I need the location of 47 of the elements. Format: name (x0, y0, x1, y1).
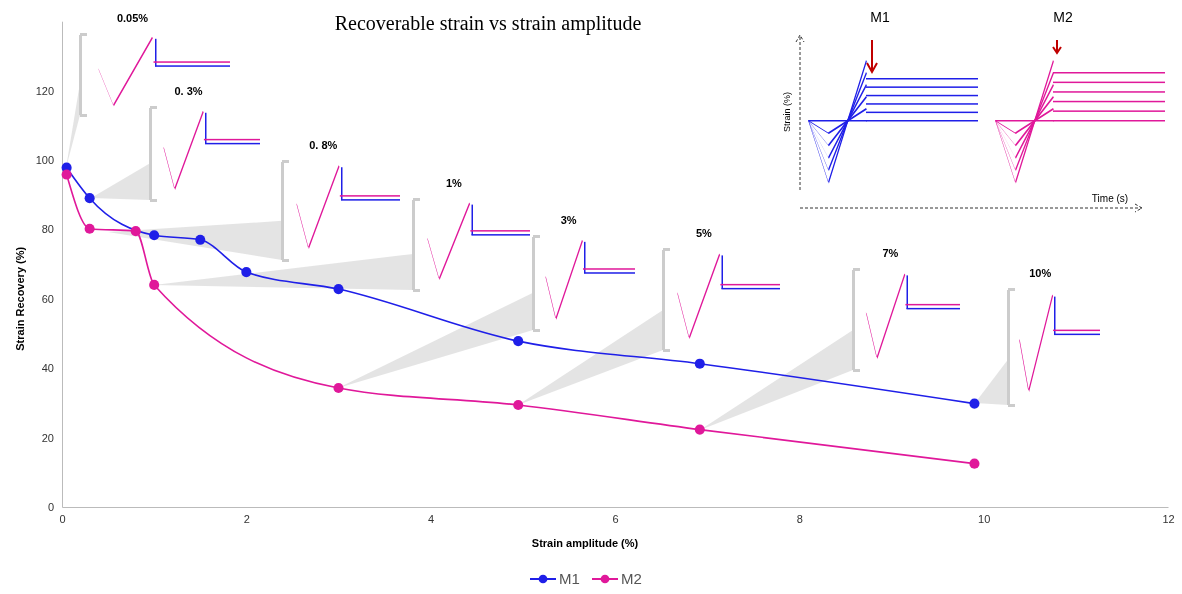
y-tick-label: 80 (41, 223, 54, 236)
point (61, 169, 72, 180)
x-tick-label: 10 (978, 512, 991, 525)
annotation: Strain (%) (782, 91, 792, 133)
legend-label: M1 (559, 570, 580, 587)
annotation: 3% (560, 214, 577, 226)
annotation: 1% (446, 177, 463, 189)
annotation: 0.05% (116, 12, 149, 24)
y-tick-label: 100 (35, 154, 54, 167)
x-tick-label: 4 (428, 512, 435, 525)
annotation: 0. 8% (309, 139, 338, 151)
point (694, 358, 705, 369)
y-axis-title: Strain Recovery (%) (14, 246, 26, 351)
y-tick-label: 20 (41, 431, 54, 444)
x-tick-label: 0 (59, 512, 66, 525)
annotation: 10% (1029, 267, 1052, 279)
point (84, 223, 95, 234)
point (513, 399, 524, 411)
x-tick-label: 6 (612, 512, 619, 525)
x-tick-label: 2 (243, 512, 250, 525)
annotation: M2 (1053, 9, 1073, 25)
point (969, 458, 980, 469)
point (130, 226, 141, 237)
chart-title: Recoverable strain vs strain amplitude (334, 12, 642, 35)
y-tick-label: 60 (41, 292, 54, 305)
y-tick-label: 0 (47, 501, 54, 514)
point (149, 279, 160, 290)
y-tick-label: 120 (35, 84, 54, 97)
point (149, 230, 160, 241)
annotation: Time (s) (1091, 193, 1129, 204)
x-axis-title: Strain amplitude (%) (531, 537, 639, 549)
annotation: 5% (696, 227, 713, 239)
point (333, 382, 344, 394)
point (969, 398, 980, 409)
point (333, 284, 344, 295)
legend-label: M2 (621, 570, 642, 587)
point (195, 234, 206, 245)
annotation: 7% (882, 247, 899, 259)
point (694, 424, 705, 435)
x-tick-label: 12 (1162, 512, 1175, 525)
annotation: M1 (870, 9, 890, 25)
point (513, 336, 524, 347)
y-tick-label: 40 (41, 362, 54, 375)
point (241, 267, 252, 278)
point (84, 193, 95, 204)
x-tick-label: 8 (796, 512, 803, 525)
annotation: 0. 3% (174, 85, 203, 97)
